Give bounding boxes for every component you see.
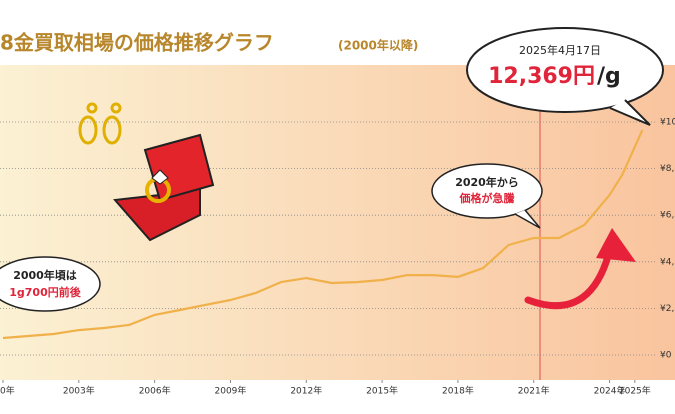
y-tick-label: ¥0 bbox=[660, 351, 672, 361]
y-tick-label: ¥2, bbox=[660, 304, 674, 314]
price-line bbox=[2, 129, 644, 340]
x-tick-label: 2006年 bbox=[139, 385, 171, 397]
x-tick-label: 2018年 bbox=[442, 385, 474, 397]
callout-date: 2025年4月17日 bbox=[519, 43, 601, 57]
x-tick-label: 2009年 bbox=[215, 385, 247, 397]
callout-price: 12,369円 bbox=[488, 64, 595, 89]
x-tick-label: 2015年 bbox=[366, 385, 398, 397]
annotation-bubble bbox=[0, 163, 543, 312]
plot: ¥0 ¥2, ¥4, ¥6, ¥8, ¥10 0年 2003年 2006年 2009年 2012年 2… bbox=[0, 118, 675, 397]
chart-title: 8金買取相場の価格推移グラフ bbox=[0, 31, 274, 55]
y-tick-label: ¥10 bbox=[660, 118, 675, 128]
annotation-text: 価格が急騰 bbox=[459, 191, 515, 205]
x-tick-label: 2003年 bbox=[63, 385, 95, 397]
x-tick-label: 2025年 bbox=[619, 385, 651, 397]
callout-bubble bbox=[466, 27, 664, 126]
chart-subtitle: (2000年以降) bbox=[338, 38, 418, 53]
arrow-head bbox=[596, 228, 636, 262]
callout-unit: /g bbox=[597, 64, 621, 89]
y-tick-label: ¥8, bbox=[660, 164, 674, 174]
x-tick-label: 2012年 bbox=[290, 385, 322, 397]
annotation-text: 2000年頃は bbox=[13, 268, 77, 282]
y-tick-label: ¥4, bbox=[660, 257, 674, 267]
annotation-text: 2020年から bbox=[455, 175, 519, 189]
x-tick-label: 2024年 bbox=[594, 385, 626, 397]
x-tick-label: 0年 bbox=[0, 385, 15, 397]
earrings bbox=[78, 102, 122, 145]
annotation-text: 1g700円前後 bbox=[9, 285, 81, 299]
x-tick-label: 2021年 bbox=[518, 385, 550, 397]
y-tick-label: ¥6, bbox=[660, 211, 674, 221]
ring-box bbox=[112, 133, 215, 242]
